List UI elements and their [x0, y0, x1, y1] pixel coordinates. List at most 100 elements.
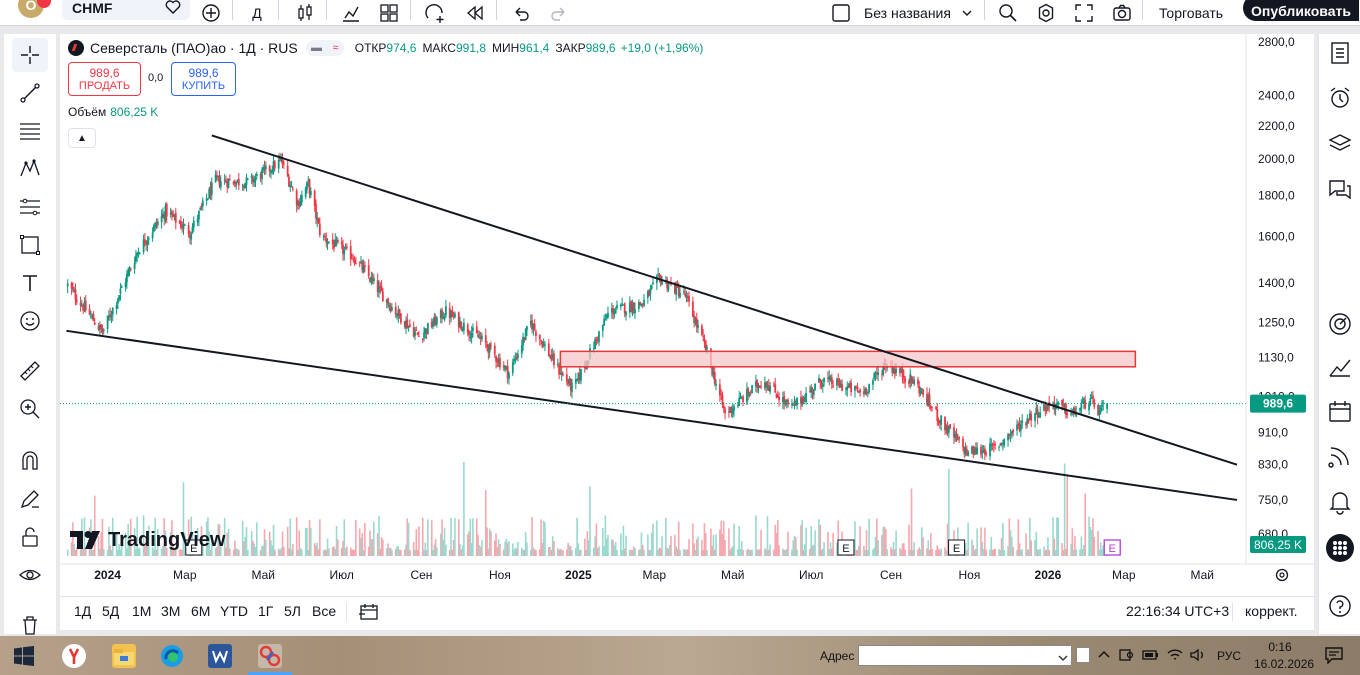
- eye-icon[interactable]: [12, 558, 48, 592]
- timeframe-6m[interactable]: 6М: [191, 603, 211, 619]
- time-tick-label: Сен: [410, 568, 432, 582]
- layout-name[interactable]: Без названия: [864, 5, 951, 21]
- apps-grid-icon[interactable]: [1326, 534, 1354, 562]
- rectangle-icon[interactable]: [12, 228, 48, 262]
- legend-toggle-icon[interactable]: ▬ ≈: [305, 40, 344, 56]
- candle-body: [526, 326, 528, 331]
- layout-checkbox-icon[interactable]: [830, 0, 852, 26]
- crosshair-icon[interactable]: [12, 38, 48, 72]
- word-icon[interactable]: [208, 644, 232, 668]
- tradingview-watermark[interactable]: TradingView: [70, 528, 225, 552]
- settings-gear-icon[interactable]: [1034, 0, 1058, 26]
- candle-body: [66, 283, 69, 287]
- tray-wifi-icon[interactable]: [1166, 647, 1184, 668]
- camera-icon[interactable]: [1110, 0, 1134, 26]
- replay-icon[interactable]: [462, 0, 488, 26]
- calendar-icon[interactable]: [1326, 398, 1354, 426]
- action-center-icon[interactable]: [1324, 646, 1344, 669]
- alarm-clock-icon[interactable]: [1326, 84, 1354, 112]
- chat-icon[interactable]: [1326, 176, 1354, 204]
- collapse-legend-button[interactable]: ▲: [68, 128, 96, 148]
- alert-add-icon[interactable]: [422, 0, 448, 26]
- heart-icon[interactable]: [164, 0, 182, 21]
- symbol-title[interactable]: Северсталь (ПАО)ао · 1Д · RUS: [90, 40, 298, 56]
- watchlist-icon[interactable]: [1326, 39, 1354, 67]
- add-symbol-icon[interactable]: [198, 0, 224, 26]
- interval-button[interactable]: Д: [252, 5, 262, 21]
- text-icon[interactable]: [12, 266, 48, 300]
- tray-device-icon[interactable]: [1118, 647, 1134, 668]
- sell-button[interactable]: 989,6 ПРОДАТЬ: [68, 62, 141, 96]
- price-tick-label: 2000,0: [1258, 152, 1295, 166]
- timeframe-3m[interactable]: 3М: [161, 603, 181, 619]
- emoji-icon[interactable]: [12, 304, 48, 338]
- technicals-gauge-icon[interactable]: [1326, 310, 1354, 338]
- templates-icon[interactable]: [376, 0, 402, 26]
- quick-search-icon[interactable]: [996, 0, 1020, 26]
- timeframe-1d[interactable]: 1Д: [74, 603, 92, 619]
- yandex-browser-icon[interactable]: [62, 644, 86, 668]
- address-input[interactable]: [858, 645, 1072, 666]
- pattern-icon[interactable]: [12, 152, 48, 186]
- app-running-icon[interactable]: [258, 644, 282, 668]
- fullscreen-icon[interactable]: [1072, 0, 1096, 26]
- publish-button[interactable]: Опубликовать: [1243, 0, 1359, 21]
- candle-body: [511, 362, 514, 374]
- timeframe-all[interactable]: Все: [312, 603, 337, 619]
- date-range-icon[interactable]: [358, 602, 380, 627]
- tray-language[interactable]: РУС: [1217, 649, 1242, 663]
- fib-retracement-icon[interactable]: [12, 114, 48, 148]
- undo-icon[interactable]: [508, 0, 534, 26]
- chevron-down-icon[interactable]: [958, 0, 976, 26]
- zoom-in-icon[interactable]: [12, 392, 48, 426]
- candle-body: [1075, 412, 1078, 417]
- volume-bar: [891, 549, 894, 556]
- trash-icon[interactable]: [12, 608, 48, 642]
- buy-button[interactable]: 989,6 КУПИТЬ: [171, 62, 236, 96]
- volume-legend[interactable]: Объём 806,25 K: [68, 105, 158, 119]
- symbol-search-button[interactable]: CHMF: [62, 0, 190, 20]
- clock[interactable]: 22:16:34 UTC+3: [1126, 603, 1230, 619]
- magnet-icon[interactable]: [12, 444, 48, 478]
- forecast-icon[interactable]: [12, 190, 48, 224]
- windows-start-icon[interactable]: [14, 646, 34, 671]
- indicators-icon[interactable]: [338, 0, 364, 26]
- volume-bar: [629, 549, 631, 556]
- candles-icon[interactable]: [292, 0, 318, 26]
- trade-button[interactable]: Торговать: [1158, 5, 1224, 21]
- redo-icon[interactable]: [546, 0, 572, 26]
- help-icon[interactable]: [1326, 592, 1354, 620]
- trendline-icon[interactable]: [12, 76, 48, 110]
- ruler-icon[interactable]: [12, 354, 48, 388]
- news-feed-icon[interactable]: [1326, 442, 1354, 470]
- tray-volume-icon[interactable]: [1189, 647, 1207, 668]
- timeframe-5d[interactable]: 5Д: [102, 603, 120, 619]
- candle-body: [829, 376, 832, 379]
- volume-bar: [493, 540, 496, 556]
- volume-bar: [1038, 549, 1040, 556]
- file-explorer-icon[interactable]: [112, 644, 136, 668]
- timeframe-1m[interactable]: 1М: [132, 603, 152, 619]
- volume-bar: [351, 549, 353, 556]
- ideas-icon[interactable]: [1326, 354, 1354, 382]
- timeframe-ytd[interactable]: YTD: [220, 603, 248, 619]
- layers-icon[interactable]: [1326, 130, 1354, 158]
- lock-icon[interactable]: [12, 520, 48, 554]
- address-dropdown-icon[interactable]: [1058, 650, 1068, 668]
- edge-browser-icon[interactable]: [160, 644, 184, 668]
- tray-time[interactable]: 0:16: [1268, 640, 1292, 654]
- volume-bar: [769, 544, 771, 556]
- address-go-icon[interactable]: [1076, 647, 1090, 663]
- tray-expand-icon[interactable]: [1098, 648, 1110, 666]
- tray-battery-icon[interactable]: [1142, 647, 1160, 668]
- adjust-toggle[interactable]: коррект.: [1245, 603, 1298, 619]
- notifications-bell-icon[interactable]: [1326, 488, 1354, 516]
- timeframe-5y[interactable]: 5Л: [284, 603, 301, 619]
- drawing-mode-icon[interactable]: [12, 482, 48, 516]
- volume-bar: [136, 516, 138, 556]
- timeframe-1y[interactable]: 1Г: [258, 603, 274, 619]
- volume-bar: [506, 542, 509, 556]
- tray-date[interactable]: 16.02.2026: [1254, 657, 1315, 671]
